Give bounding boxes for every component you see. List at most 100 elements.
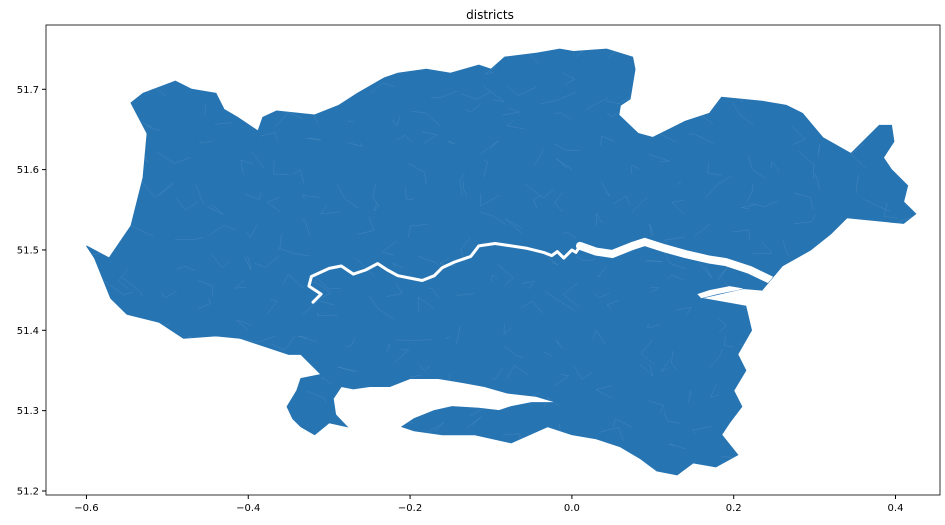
district-boundary [897,156,913,174]
district-boundary [521,280,536,290]
district-boundary [932,337,939,349]
district-boundary [395,339,432,341]
district-boundary [267,298,278,315]
district-boundary [465,416,482,429]
district-boundary [594,293,610,298]
district-boundary [707,162,722,176]
district-boundary [259,395,280,413]
district-boundary [757,68,772,74]
district-boundary [542,252,559,266]
x-tick-label: 0.4 [888,503,904,514]
district-boundary [481,140,499,154]
district-boundary [585,97,609,110]
x-tick-label: 0.0 [564,503,580,514]
district-boundary [596,28,604,44]
district-boundary [140,29,148,40]
district-boundary [667,274,684,281]
district-boundary [883,202,898,219]
district-boundary [214,122,233,125]
district-boundary [245,60,276,74]
district-boundary [340,402,360,416]
district-boundary [285,87,294,104]
district-boundary [788,342,804,360]
district-boundary [553,374,570,386]
district-boundary [555,339,564,350]
district-boundary [731,229,750,241]
district-boundary [840,293,855,306]
district-boundary [240,159,254,175]
district-boundary [297,335,318,343]
district-boundary [97,229,107,235]
district-boundary [524,183,555,199]
district-boundary [374,203,380,212]
district-boundary [134,56,149,60]
district-boundary [411,111,441,127]
district-boundary [243,335,276,343]
district-boundary [88,438,120,465]
district-boundary [463,180,467,197]
district-boundary [191,374,216,395]
district-boundary [204,103,206,115]
district-boundary [466,485,485,490]
district-boundary [86,49,88,59]
district-boundary [506,365,528,379]
district-boundary [216,63,236,68]
district-boundary [460,237,471,262]
district-boundary [553,143,580,152]
district-boundary [348,118,355,123]
district-boundary [710,71,720,85]
district-boundary [321,376,332,385]
district-boundary [763,425,793,434]
district-boundary [850,143,866,169]
district-boundary [346,337,356,348]
district-boundary [66,468,83,491]
district-boundary [757,369,781,382]
district-boundary [823,309,841,320]
district-boundary [791,126,806,145]
district-boundary [752,241,773,255]
district-boundary [645,260,663,262]
district-boundary [199,139,213,144]
district-boundary [700,264,713,279]
district-boundary [868,449,888,473]
district-boundary [596,212,603,227]
y-tick-label: 51.6 [17,165,39,176]
district-boundary [555,158,573,170]
district-boundary [151,464,177,475]
district-boundary [675,306,692,315]
district-boundary [646,114,667,128]
district-boundary [245,191,262,200]
district-boundary [600,135,615,146]
district-boundary [325,58,362,70]
district-boundary [211,253,229,269]
district-boundary [554,192,563,213]
district-boundary [897,488,922,493]
district-boundary [189,435,206,460]
district-boundary [313,455,320,467]
district-boundary [388,465,396,475]
district-boundary [684,485,702,495]
district-area [86,48,917,476]
district-boundary [562,72,576,85]
district-boundary [842,334,855,345]
district-boundary [314,275,342,290]
district-boundary [253,38,267,45]
district-boundary [650,287,660,293]
district-boundary [774,21,788,32]
district-boundary [671,350,678,371]
district-boundary [38,468,46,477]
district-boundary [782,239,790,257]
district-boundary [301,300,335,316]
district-boundary [237,49,252,51]
district-boundary [196,185,205,205]
district-boundary [428,287,440,299]
district-boundary [645,53,666,67]
district-boundary [407,224,428,239]
district-boundary [50,230,59,239]
district-boundary [273,160,289,176]
district-boundary [541,486,559,500]
district-boundary [599,426,624,441]
district-boundary [302,70,319,79]
district-boundary [456,293,474,298]
